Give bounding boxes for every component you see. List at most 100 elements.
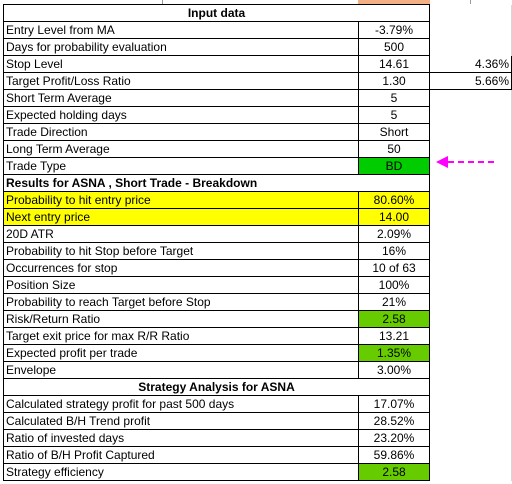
row-label[interactable]: Next entry price: [3, 209, 359, 226]
row-value[interactable]: 50: [358, 141, 430, 158]
row-value[interactable]: 5: [358, 90, 430, 107]
trade-type-value[interactable]: BD: [358, 158, 430, 175]
empty-cell[interactable]: [430, 192, 512, 209]
row-value[interactable]: 100%: [358, 277, 430, 294]
table-row[interactable]: Next entry price 14.00: [0, 209, 512, 226]
table-row[interactable]: Probability to hit entry price 80.60%: [0, 192, 512, 209]
row-label[interactable]: Probability to reach Target before Stop: [3, 294, 359, 311]
row-label[interactable]: Strategy efficiency: [3, 464, 359, 481]
empty-cell[interactable]: [430, 260, 512, 277]
table-row[interactable]: Envelope 3.00%: [0, 362, 512, 379]
row-label[interactable]: Long Term Average: [3, 141, 359, 158]
empty-cell[interactable]: [430, 90, 512, 107]
row-value[interactable]: -3.79%: [358, 22, 430, 39]
strategy-header: Strategy Analysis for ASNA: [3, 379, 430, 396]
row-extra-value[interactable]: 5.66%: [430, 73, 512, 90]
empty-cell[interactable]: [430, 39, 512, 56]
empty-cell[interactable]: [430, 311, 512, 328]
row-label[interactable]: Occurrences for stop: [3, 260, 359, 277]
table-row[interactable]: Trade Direction Short: [0, 124, 512, 141]
row-value[interactable]: 80.60%: [358, 192, 430, 209]
empty-cell[interactable]: [430, 226, 512, 243]
table-row[interactable]: Expected profit per trade 1.35%: [0, 345, 512, 362]
row-label[interactable]: Calculated strategy profit for past 500 …: [3, 396, 359, 413]
empty-cell[interactable]: [430, 124, 512, 141]
table-row[interactable]: Probability to hit Stop before Target 16…: [0, 243, 512, 260]
row-label[interactable]: Probability to hit entry price: [3, 192, 359, 209]
table-row[interactable]: Occurrences for stop 10 of 63: [0, 260, 512, 277]
table-row[interactable]: Strategy efficiency 2.58: [0, 464, 512, 481]
row-value[interactable]: 2.58: [358, 311, 430, 328]
row-value[interactable]: 28.52%: [358, 413, 430, 430]
row-value[interactable]: 17.07%: [358, 396, 430, 413]
row-value[interactable]: 16%: [358, 243, 430, 260]
row-value[interactable]: Short: [358, 124, 430, 141]
empty-cell[interactable]: [430, 464, 512, 481]
row-value[interactable]: 500: [358, 39, 430, 56]
empty-cell[interactable]: [430, 209, 512, 226]
table-row[interactable]: Calculated B/H Trend profit 28.52%: [0, 413, 512, 430]
table-row[interactable]: Ratio of B/H Profit Captured 59.86%: [0, 447, 512, 464]
row-value[interactable]: 14.00: [358, 209, 430, 226]
empty-cell: [430, 379, 512, 396]
table-row[interactable]: Days for probability evaluation 500: [0, 39, 512, 56]
row-value[interactable]: 1.35%: [358, 345, 430, 362]
row-value[interactable]: 59.86%: [358, 447, 430, 464]
row-label[interactable]: Short Term Average: [3, 90, 359, 107]
table-row[interactable]: Entry Level from MA -3.79%: [0, 22, 512, 39]
empty-cell[interactable]: [430, 294, 512, 311]
empty-cell[interactable]: [430, 328, 512, 345]
row-value[interactable]: 2.58: [358, 464, 430, 481]
row-label[interactable]: Expected holding days: [3, 107, 359, 124]
empty-cell[interactable]: [430, 345, 512, 362]
empty-cell[interactable]: [430, 362, 512, 379]
table-row[interactable]: Calculated strategy profit for past 500 …: [0, 396, 512, 413]
table-row[interactable]: Target Profit/Loss Ratio 1.30 5.66%: [0, 73, 512, 90]
row-label[interactable]: Days for probability evaluation: [3, 39, 359, 56]
row-value[interactable]: 10 of 63: [358, 260, 430, 277]
empty-cell[interactable]: [430, 430, 512, 447]
empty-cell[interactable]: [430, 243, 512, 260]
table-row[interactable]: Risk/Return Ratio 2.58: [0, 311, 512, 328]
row-extra-value[interactable]: 4.36%: [430, 56, 512, 73]
empty-cell[interactable]: [430, 277, 512, 294]
row-label[interactable]: Trade Direction: [3, 124, 359, 141]
table-row[interactable]: Short Term Average 5: [0, 90, 512, 107]
row-value[interactable]: 14.61: [358, 56, 430, 73]
row-label[interactable]: Trade Type: [3, 158, 359, 175]
row-label[interactable]: Calculated B/H Trend profit: [3, 413, 359, 430]
row-label[interactable]: Position Size: [3, 277, 359, 294]
row-label[interactable]: Expected profit per trade: [3, 345, 359, 362]
empty-cell[interactable]: [430, 447, 512, 464]
row-value[interactable]: 13.21: [358, 328, 430, 345]
row-label[interactable]: Risk/Return Ratio: [3, 311, 359, 328]
row-value[interactable]: 2.09%: [358, 226, 430, 243]
row-value[interactable]: 3.00%: [358, 362, 430, 379]
table-row[interactable]: 20D ATR 2.09%: [0, 226, 512, 243]
row-label[interactable]: Envelope: [3, 362, 359, 379]
row-value[interactable]: 1.30: [358, 73, 430, 90]
row-label[interactable]: 20D ATR: [3, 226, 359, 243]
row-label[interactable]: Ratio of B/H Profit Captured: [3, 447, 359, 464]
table-row[interactable]: Position Size 100%: [0, 277, 512, 294]
row-value[interactable]: 21%: [358, 294, 430, 311]
row-label[interactable]: Ratio of invested days: [3, 430, 359, 447]
row-label[interactable]: Probability to hit Stop before Target: [3, 243, 359, 260]
table-row[interactable]: Ratio of invested days 23.20%: [0, 430, 512, 447]
empty-cell[interactable]: [430, 396, 512, 413]
row-label[interactable]: Stop Level: [3, 56, 359, 73]
empty-cell[interactable]: [430, 107, 512, 124]
row-value[interactable]: 5: [358, 107, 430, 124]
empty-cell[interactable]: [430, 22, 512, 39]
empty-cell[interactable]: [430, 413, 512, 430]
row-label[interactable]: Target exit price for max R/R Ratio: [3, 328, 359, 345]
row-label[interactable]: Target Profit/Loss Ratio: [3, 73, 359, 90]
table-row[interactable]: Target exit price for max R/R Ratio 13.2…: [0, 328, 512, 345]
table-row[interactable]: Long Term Average 50: [0, 141, 512, 158]
table-row[interactable]: Stop Level 14.61 4.36%: [0, 56, 512, 73]
table-row[interactable]: Expected holding days 5: [0, 107, 512, 124]
row-label[interactable]: Entry Level from MA: [3, 22, 359, 39]
row-value[interactable]: 23.20%: [358, 430, 430, 447]
table-row[interactable]: Probability to reach Target before Stop …: [0, 294, 512, 311]
